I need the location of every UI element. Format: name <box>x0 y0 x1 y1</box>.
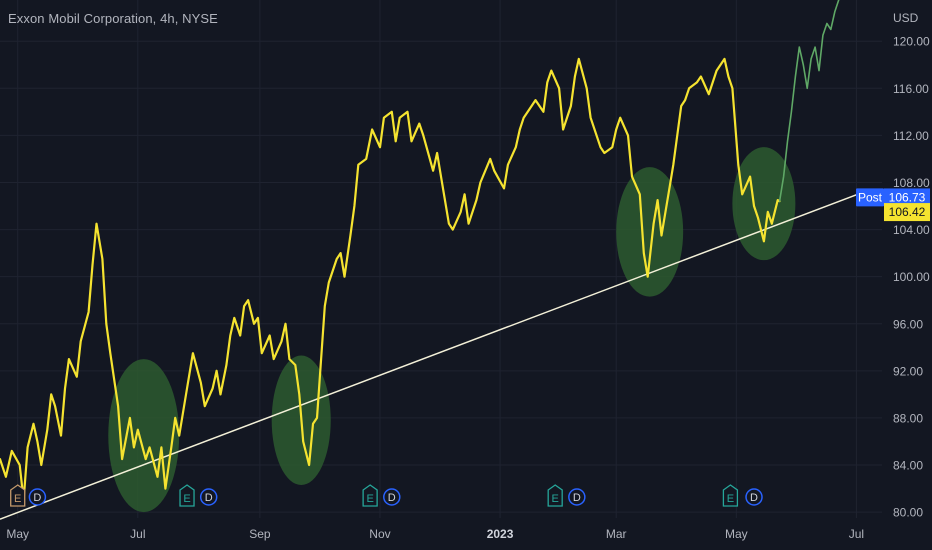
y-tick-label: 116.00 <box>893 82 929 96</box>
earnings-marker-shape <box>362 484 378 507</box>
dividend-marker: D <box>383 488 401 506</box>
highlight-circle <box>732 147 796 261</box>
x-tick-label: Sep <box>249 527 271 541</box>
earnings-marker-label: E <box>183 493 190 505</box>
dividend-marker-label: D <box>750 492 758 504</box>
dividend-marker-label: D <box>573 492 581 504</box>
post-tag-bg <box>856 188 884 207</box>
dividend-marker-shape <box>383 488 401 506</box>
y-tick-label: 100.00 <box>893 270 930 284</box>
earnings-marker-shape <box>547 484 563 507</box>
x-tick-label: Jul <box>130 527 145 541</box>
last-value: 106.42 <box>889 205 926 219</box>
post-price-label: Post 106.73 <box>856 188 930 207</box>
grid-layer <box>0 0 882 518</box>
earnings-marker-label: E <box>366 493 373 505</box>
y-tick-label: 96.00 <box>893 317 923 331</box>
earnings-marker: E <box>362 484 378 507</box>
dividend-marker-label: D <box>33 492 41 504</box>
highlight-layer <box>108 147 796 513</box>
y-tick-label: 120.00 <box>893 35 930 49</box>
highlight-circle <box>616 167 684 297</box>
earnings-marker: E <box>547 484 563 507</box>
dividend-marker-shape <box>199 488 218 506</box>
last-value-bg <box>884 203 930 222</box>
trendline <box>0 188 871 520</box>
y-tick-label: 92.00 <box>893 364 923 378</box>
y-tick-label: 112.00 <box>893 129 929 143</box>
x-tick-label: May <box>6 527 29 541</box>
dividend-marker-label: D <box>205 492 213 504</box>
earnings-marker-label: E <box>552 493 559 505</box>
dividend-marker-shape <box>745 488 763 506</box>
earnings-marker-shape <box>10 484 26 507</box>
dividend-marker-shape <box>28 488 47 506</box>
earnings-marker: E <box>722 484 739 507</box>
price-line <box>0 57 781 502</box>
dividend-marker: D <box>745 488 763 506</box>
post-market-line <box>778 0 840 202</box>
earnings-marker-shape <box>179 484 195 507</box>
highlight-circle <box>108 359 180 513</box>
currency-label: USD <box>893 11 919 25</box>
last-price-label: 106.42 <box>884 203 930 222</box>
x-tick-label: 2023 <box>487 527 514 541</box>
earnings-marker: E <box>179 484 195 507</box>
earnings-marker-label: E <box>14 493 21 505</box>
x-tick-label: Jul <box>849 527 864 541</box>
y-tick-label: 104.00 <box>893 223 930 237</box>
earnings-marker-shape <box>722 484 739 507</box>
post-value: 106.73 <box>889 190 926 204</box>
series-layer <box>0 0 840 502</box>
post-tag: Post <box>858 190 883 204</box>
y-tick-label: 80.00 <box>893 506 923 520</box>
x-tick-label: May <box>725 527 748 541</box>
chart-title: Exxon Mobil Corporation, 4h, NYSE <box>8 11 218 26</box>
earnings-marker-label: E <box>727 493 734 505</box>
dividend-marker: D <box>199 488 218 506</box>
earnings-marker: E <box>10 484 26 507</box>
dividend-marker: D <box>568 488 586 506</box>
y-tick-label: 108.00 <box>893 176 930 190</box>
y-tick-label: 84.00 <box>893 459 923 473</box>
x-tick-label: Mar <box>606 527 627 541</box>
trendline-layer <box>0 188 871 520</box>
dividend-marker-label: D <box>388 492 396 504</box>
x-tick-label: Nov <box>369 527 390 541</box>
post-value-bg <box>884 188 930 207</box>
y-tick-label: 88.00 <box>893 411 923 425</box>
dividend-marker-shape <box>568 488 586 506</box>
dividend-marker: D <box>28 488 47 506</box>
axis-layer: 120.00 116.00 112.00 108.00 104.00 100.00 96.0… <box>6 11 930 541</box>
